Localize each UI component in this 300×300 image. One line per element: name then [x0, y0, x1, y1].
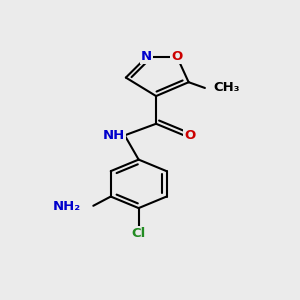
Text: CH₃: CH₃ — [213, 82, 239, 94]
Text: N: N — [141, 50, 152, 63]
Text: NH₂: NH₂ — [52, 200, 80, 213]
Text: O: O — [171, 50, 183, 63]
Text: O: O — [184, 129, 195, 142]
Text: Cl: Cl — [131, 227, 146, 240]
Text: NH: NH — [102, 129, 125, 142]
